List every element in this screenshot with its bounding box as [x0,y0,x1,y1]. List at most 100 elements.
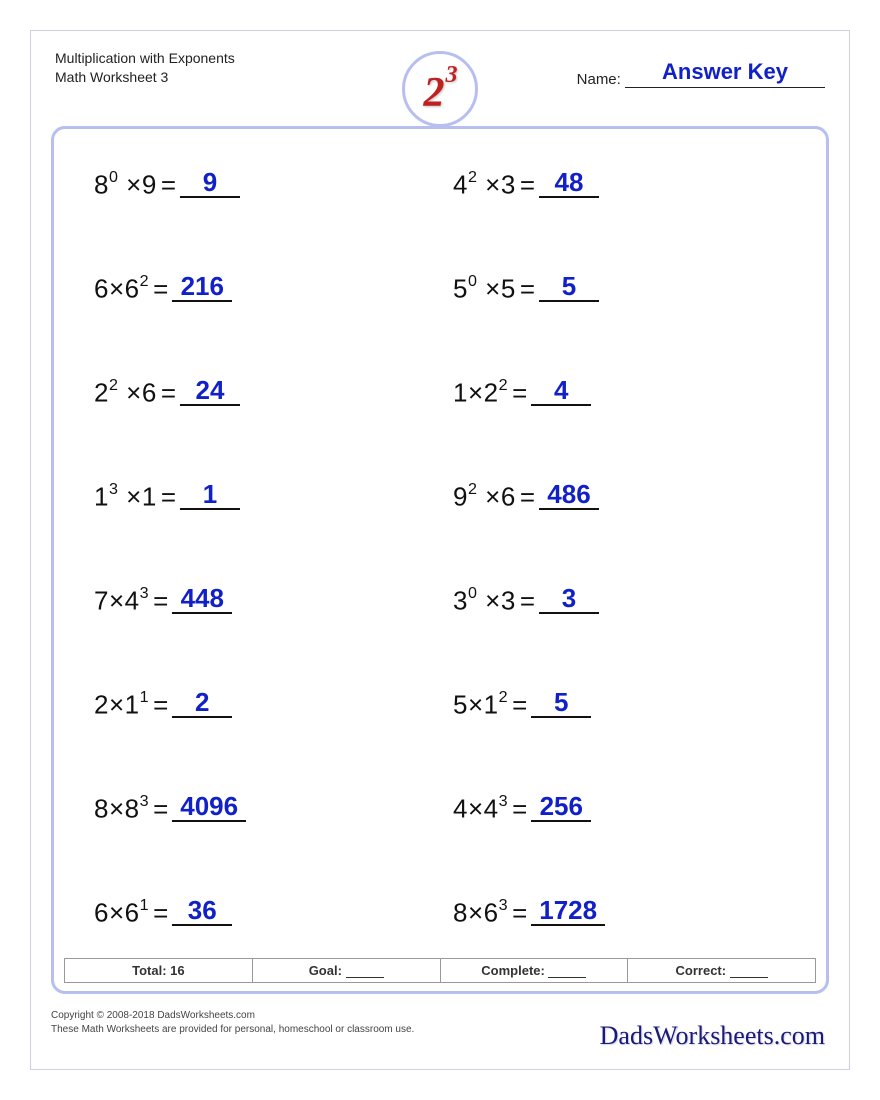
equals-sign: = [520,484,535,510]
site-logo: DadsWorksheets.com [600,1021,825,1051]
answer-slot: 1 [180,481,240,510]
answer-slot: 3 [539,585,599,614]
problem-row: 5×12 = 5 [453,677,798,718]
answer-value: 486 [547,479,590,509]
score-complete: Complete: [441,959,629,982]
score-correct-blank [730,977,768,978]
score-total-value: 16 [170,963,184,978]
answer-value: 256 [540,791,583,821]
problem-row: 8×63 = 1728 [453,885,798,926]
problem-expression: 5×12 [453,691,508,718]
footer: Copyright © 2008-2018 DadsWorksheets.com… [51,1009,829,1059]
equals-sign: = [153,900,168,926]
problem-expression: 8×63 [453,899,508,926]
equals-sign: = [161,172,176,198]
answer-key-text: Answer Key [662,59,788,84]
score-complete-label: Complete: [481,963,545,978]
problems-grid: 80 ×9 = 942 ×3 = 486×62 = 21650 ×5 = 522… [94,157,798,926]
problem-row: 8×83 = 4096 [94,781,439,822]
name-line: Answer Key [625,59,825,88]
answer-slot: 5 [531,689,591,718]
equals-sign: = [512,692,527,718]
answer-slot: 256 [531,793,591,822]
problem-row: 4×43 = 256 [453,781,798,822]
problem-row: 6×61 = 36 [94,885,439,926]
equals-sign: = [520,276,535,302]
problem-row: 42 ×3 = 48 [453,157,798,198]
problem-row: 6×62 = 216 [94,261,439,302]
score-total-label: Total: [132,963,166,978]
equals-sign: = [161,380,176,406]
answer-value: 216 [181,271,224,301]
problem-expression: 80 ×9 [94,171,157,198]
answer-slot: 448 [172,585,232,614]
problem-expression: 2×11 [94,691,149,718]
equals-sign: = [512,796,527,822]
problem-row: 2×11 = 2 [94,677,439,718]
equals-sign: = [512,900,527,926]
answer-value: 9 [203,167,217,197]
problem-row: 7×43 = 448 [94,573,439,614]
problem-expression: 30 ×3 [453,587,516,614]
equals-sign: = [520,172,535,198]
header: Multiplication with Exponents Math Works… [31,31,849,121]
answer-value: 48 [555,167,584,197]
problem-expression: 13 ×1 [94,483,157,510]
equals-sign: = [520,588,535,614]
name-block: Name: Answer Key [577,59,825,88]
problem-expression: 1×22 [453,379,508,406]
problem-expression: 4×43 [453,795,508,822]
equals-sign: = [512,380,527,406]
answer-slot: 48 [539,169,599,198]
problem-row: 30 ×3 = 3 [453,573,798,614]
score-correct: Correct: [628,959,815,982]
name-label: Name: [577,71,621,88]
problem-expression: 92 ×6 [453,483,516,510]
answer-slot: 5 [539,273,599,302]
equals-sign: = [153,276,168,302]
answer-value: 4 [554,375,568,405]
answer-value: 2 [195,687,209,717]
worksheet-page: Multiplication with Exponents Math Works… [30,30,850,1070]
answer-value: 1 [203,479,217,509]
problem-expression: 50 ×5 [453,275,516,302]
answer-slot: 4096 [172,793,246,822]
answer-value: 36 [188,895,217,925]
answer-slot: 36 [172,897,232,926]
problem-expression: 8×83 [94,795,149,822]
badge-exponent: 3 [446,62,458,89]
answer-value: 4096 [180,791,238,821]
answer-value: 5 [554,687,568,717]
score-total: Total: 16 [65,959,253,982]
answer-value: 24 [196,375,225,405]
score-goal-blank [346,977,384,978]
answer-slot: 2 [172,689,232,718]
answer-value: 5 [562,271,576,301]
equals-sign: = [153,796,168,822]
score-correct-label: Correct: [676,963,727,978]
problem-row: 50 ×5 = 5 [453,261,798,302]
problem-expression: 7×43 [94,587,149,614]
answer-slot: 4 [531,377,591,406]
problem-row: 80 ×9 = 9 [94,157,439,198]
problem-expression: 6×61 [94,899,149,926]
problem-expression: 6×62 [94,275,149,302]
problem-row: 1×22 = 4 [453,365,798,406]
problem-row: 22 ×6 = 24 [94,365,439,406]
answer-slot: 24 [180,377,240,406]
answer-slot: 486 [539,481,599,510]
answer-value: 3 [562,583,576,613]
answer-value: 1728 [539,895,597,925]
score-row: Total: 16 Goal: Complete: Correct: [64,958,816,983]
equals-sign: = [153,692,168,718]
score-goal: Goal: [253,959,441,982]
score-complete-blank [548,977,586,978]
equals-sign: = [153,588,168,614]
answer-slot: 9 [180,169,240,198]
answer-value: 448 [181,583,224,613]
answer-slot: 216 [172,273,232,302]
score-goal-label: Goal: [309,963,342,978]
exponent-badge-icon: 2 3 [402,51,478,127]
badge-base: 2 [424,69,445,117]
problem-expression: 22 ×6 [94,379,157,406]
